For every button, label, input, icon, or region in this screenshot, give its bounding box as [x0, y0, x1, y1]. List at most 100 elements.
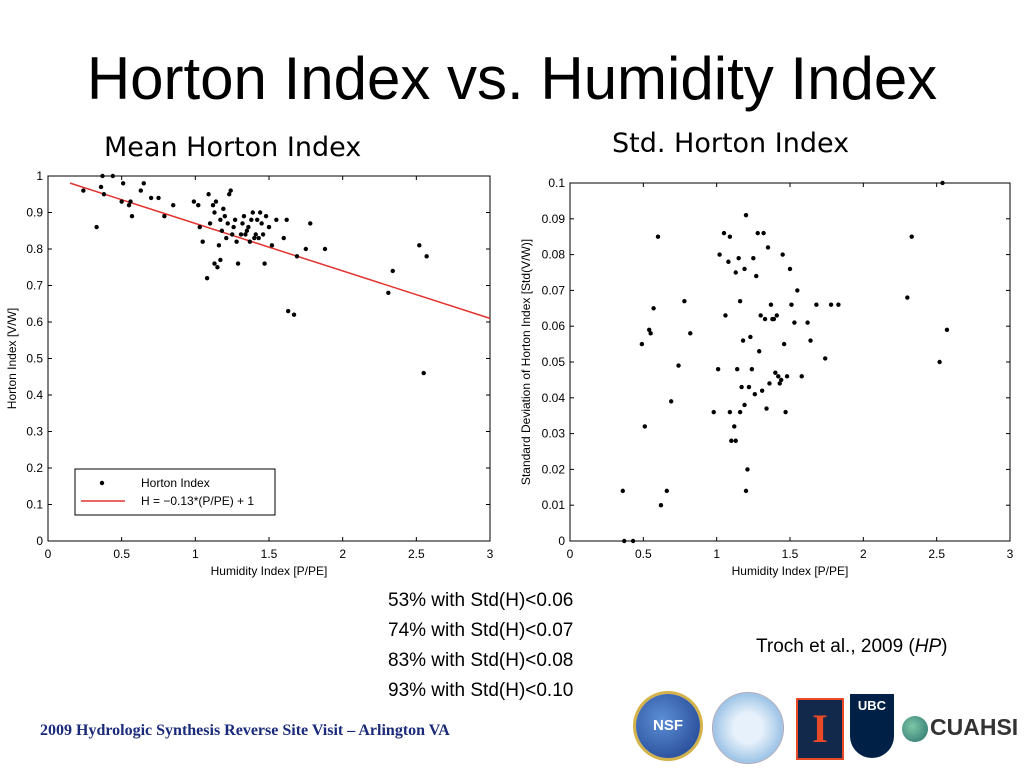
data-point: [799, 374, 804, 379]
data-point: [789, 302, 794, 307]
y-tick-label: 0.7: [26, 279, 43, 293]
data-point: [197, 224, 202, 230]
data-point: [227, 192, 232, 197]
y-axis-label: Horton Index [V/W]: [5, 308, 19, 409]
data-point: [754, 273, 759, 279]
data-point: [256, 235, 261, 241]
data-point: [757, 349, 762, 354]
data-point: [250, 210, 255, 215]
y-tick-label: 0.1: [548, 176, 565, 190]
predictability-logo: [712, 692, 784, 764]
data-point: [257, 210, 263, 215]
data-point: [749, 366, 755, 372]
data-point: [733, 270, 738, 275]
data-point: [247, 239, 253, 244]
data-point: [234, 239, 239, 244]
data-point: [777, 381, 782, 386]
x-tick-label: 2: [860, 547, 867, 561]
data-point: [764, 406, 769, 411]
data-point: [805, 320, 810, 325]
data-point: [751, 255, 756, 261]
data-point: [944, 327, 950, 332]
data-point: [779, 377, 784, 383]
data-point: [776, 374, 781, 379]
y-tick-label: 1: [36, 169, 43, 183]
data-point: [732, 424, 737, 429]
data-point: [231, 224, 236, 230]
data-point: [630, 538, 636, 544]
data-point: [761, 230, 766, 236]
x-tick-label: 1: [713, 547, 720, 561]
x-tick-label: 1.5: [261, 547, 278, 561]
data-point: [252, 235, 257, 241]
data-point: [773, 370, 778, 375]
citation-prefix: Troch et al., 2009 (: [756, 636, 915, 657]
data-point: [291, 312, 297, 317]
data-point: [212, 261, 217, 266]
data-point: [219, 228, 225, 233]
data-point: [940, 180, 945, 186]
data-point: [110, 173, 116, 179]
data-point: [238, 232, 244, 237]
data-point: [676, 363, 681, 368]
x-tick-label: 3: [1007, 547, 1014, 561]
data-point: [218, 257, 223, 263]
data-point: [263, 213, 269, 219]
data-point: [215, 265, 220, 270]
x-tick-label: 0.5: [113, 547, 130, 561]
data-point: [100, 173, 105, 179]
data-point: [620, 488, 625, 494]
x-axis-label: Humidity Index [P/PE]: [211, 564, 328, 578]
data-point: [225, 221, 230, 226]
data-point: [421, 370, 426, 376]
data-point: [266, 224, 272, 230]
data-point: [905, 295, 910, 300]
data-point: [138, 188, 144, 193]
globe-icon: [902, 715, 928, 742]
data-point: [639, 341, 645, 347]
data-point: [762, 316, 768, 322]
data-point: [213, 199, 219, 204]
data-point: [752, 392, 757, 397]
data-point: [723, 313, 728, 318]
stats-line: 93% with Std(H)<0.10: [388, 680, 574, 701]
x-tick-label: 1.5: [782, 547, 799, 561]
data-point: [216, 243, 222, 248]
data-point: [742, 402, 747, 408]
data-point: [836, 302, 841, 307]
data-point: [743, 488, 749, 494]
data-point: [249, 217, 254, 222]
data-point: [784, 374, 790, 379]
data-point: [771, 316, 777, 322]
data-point: [303, 246, 309, 252]
data-point: [162, 213, 167, 219]
data-point: [285, 308, 291, 314]
data-point: [210, 203, 216, 208]
data-point: [736, 255, 741, 261]
data-point: [269, 243, 275, 248]
y-tick-label: 0.01: [542, 498, 566, 512]
data-point: [246, 224, 251, 230]
data-point: [737, 298, 743, 304]
y-tick-label: 0.09: [542, 212, 566, 226]
data-point: [424, 254, 429, 259]
y-tick-label: 0.04: [542, 391, 566, 405]
data-point: [244, 228, 250, 233]
data-point: [814, 302, 819, 307]
data-point: [795, 288, 800, 293]
illinois-logo: I: [796, 698, 844, 760]
data-point: [148, 195, 154, 201]
citation-suffix: ): [941, 636, 948, 657]
data-point: [281, 235, 286, 241]
legend-line-label: H = −0.13*(P/PE) + 1: [141, 494, 254, 508]
data-point: [262, 261, 267, 266]
cuahsi-label: CUAHSI: [930, 714, 1019, 740]
data-point: [120, 181, 126, 186]
data-point: [141, 181, 146, 186]
data-point: [222, 213, 227, 219]
data-point: [688, 331, 693, 336]
data-point: [196, 203, 201, 208]
data-point: [658, 503, 664, 508]
data-point: [417, 243, 422, 248]
data-point: [823, 356, 828, 361]
